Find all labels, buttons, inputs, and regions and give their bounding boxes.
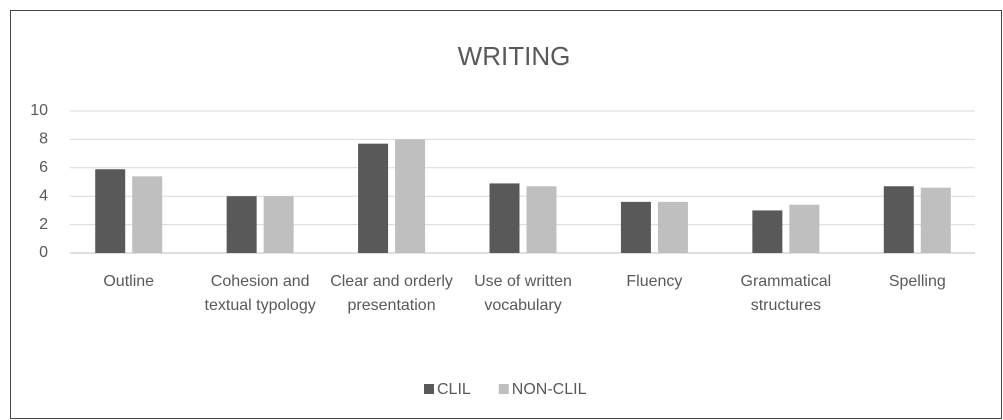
y-tick-label: 2 [39, 216, 48, 233]
bar [358, 143, 389, 253]
y-tick-label: 6 [39, 159, 48, 176]
bar [95, 169, 126, 253]
bar [132, 176, 163, 253]
legend-swatch [498, 384, 509, 394]
x-tick-label: Clear and orderly presentation [330, 273, 453, 314]
x-tick-label: Outline [103, 273, 155, 290]
x-tick-label: Use of written vocabulary [474, 273, 572, 314]
bar [752, 210, 783, 253]
legend-swatch [424, 384, 434, 394]
bar [263, 196, 294, 253]
bar [226, 196, 257, 253]
x-tick-label: Cohesion and textual typology [204, 273, 316, 314]
legend-label: NON-CLIL [512, 381, 587, 398]
bar [620, 201, 651, 253]
y-tick-label: 10 [30, 102, 48, 119]
bar [489, 183, 520, 253]
chart-frame [10, 10, 1002, 419]
chart-title: WRITING [458, 41, 571, 71]
y-tick-label: 8 [39, 131, 48, 148]
y-tick-label: 0 [39, 244, 48, 261]
x-tick-label: Fluency [626, 273, 683, 290]
bar [789, 204, 820, 253]
bar [920, 187, 951, 253]
bar [395, 139, 426, 253]
bar [657, 201, 688, 253]
y-tick-label: 4 [39, 187, 48, 204]
legend-label: CLIL [437, 381, 471, 398]
x-tick-label: Grammatical structures [740, 273, 832, 314]
bar [526, 186, 557, 253]
bar [883, 186, 914, 253]
x-tick-label: Spelling [888, 273, 946, 290]
